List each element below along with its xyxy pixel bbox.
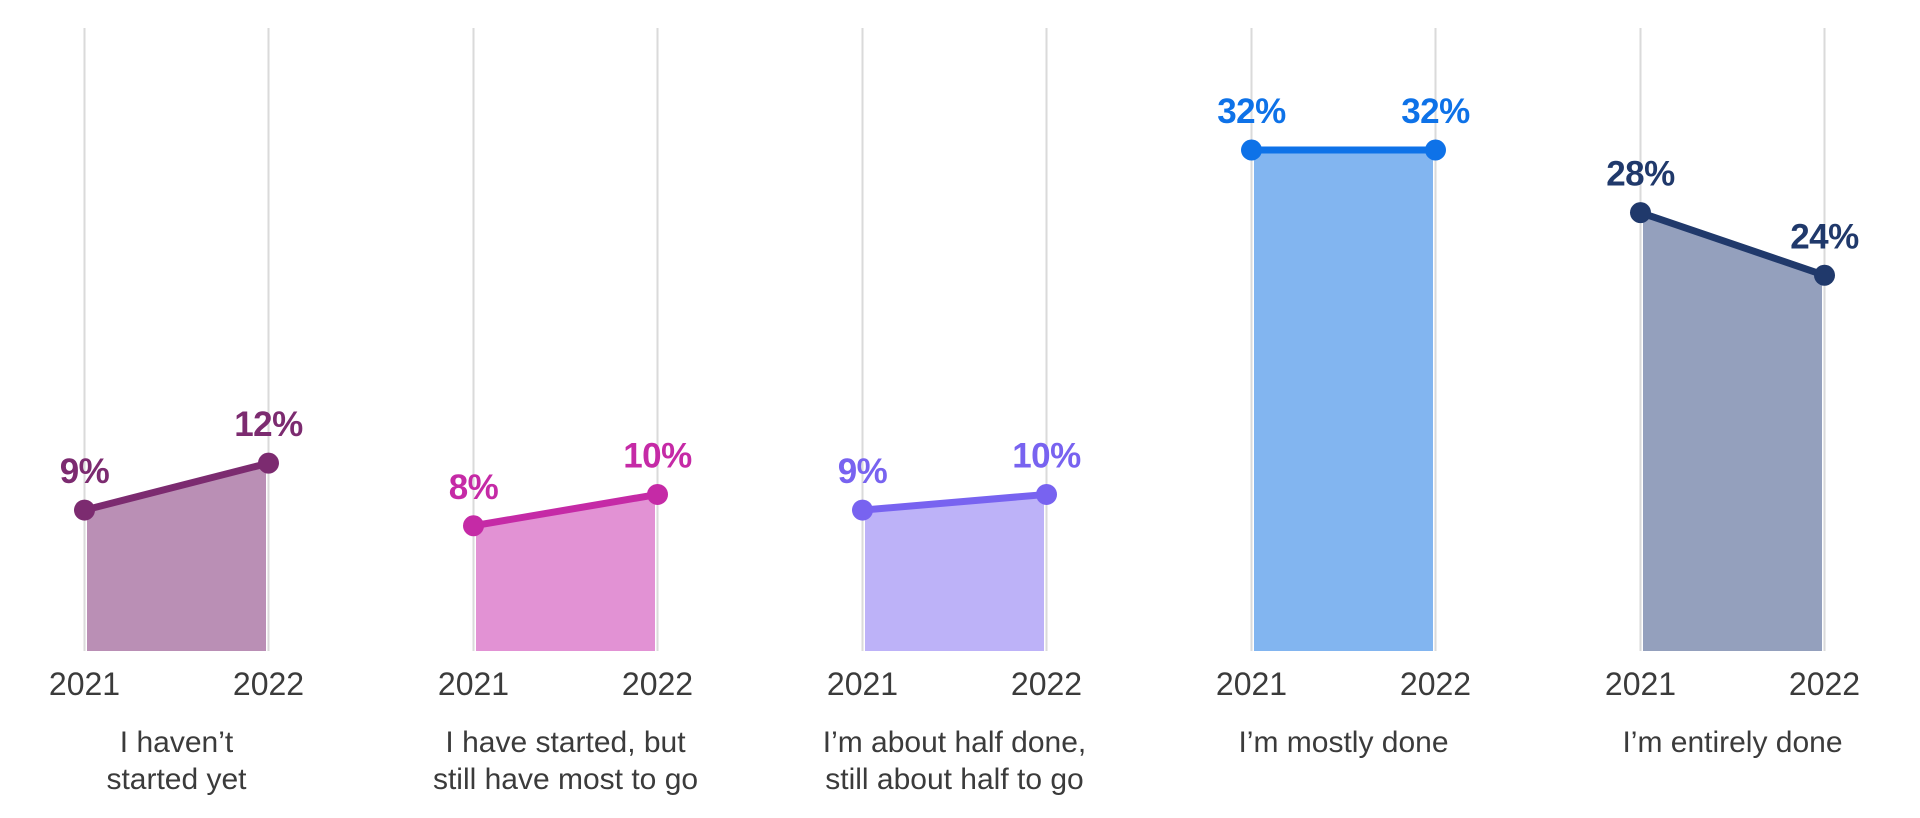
chart-group-1: 9% 12% 2021 2022 I haven’t started yet [0,0,371,818]
data-point-2021 [462,515,484,537]
data-point-2021 [851,499,873,521]
value-label-2022: 10% [623,436,692,475]
trend-line [861,490,1047,514]
data-point-2022 [646,483,668,505]
data-point-2022 [1813,264,1835,286]
year-label-2022: 2022 [621,666,692,702]
value-label-2021: 9% [59,452,109,491]
data-point-2022 [1035,483,1057,505]
value-label-2021: 32% [1217,92,1286,131]
data-point-2021 [1240,139,1262,161]
value-label-2021: 8% [448,468,498,507]
data-point-2021 [73,499,95,521]
data-point-2022 [257,452,279,474]
area-fill [1642,212,1822,651]
area-fill [1253,150,1433,651]
value-label-2022: 10% [1012,436,1081,475]
year-label-2021: 2021 [826,666,897,702]
chart-svg: 32% 32% 2021 2022 I’m mostly done [1215,28,1471,759]
year-label-2021: 2021 [1215,666,1286,702]
chart-group-5: 28% 24% 2021 2022 I’m entirely done [1538,0,1920,818]
year-label-2022: 2022 [1399,666,1470,702]
year-label-2022: 2022 [232,666,303,702]
area-fill [475,494,655,651]
category-label-line1: I’m mostly done [1238,726,1448,759]
chart-group-3: 9% 10% 2021 2022 I’m about half done, still a… [760,0,1149,818]
category-label-line2: started yet [106,763,247,796]
year-label-2021: 2021 [437,666,508,702]
category-label-line1: I’m entirely done [1622,726,1842,759]
trend-line [1638,209,1826,279]
year-label-2022: 2022 [1010,666,1081,702]
chart-svg: 8% 10% 2021 2022 I have started, but still ha… [432,28,698,796]
year-label-2021: 2021 [1604,666,1675,702]
value-label-2021: 28% [1606,155,1675,194]
trend-line [472,490,658,530]
chart-group-4: 32% 32% 2021 2022 I’m mostly done [1149,0,1538,818]
chart-svg: 9% 10% 2021 2022 I’m about half done, still a… [822,28,1086,796]
year-label-2022: 2022 [1788,666,1859,702]
chart-svg: 9% 12% 2021 2022 I haven’t started yet [48,28,304,796]
chart-group-2: 8% 10% 2021 2022 I have started, but still ha… [371,0,760,818]
trend-line [83,459,269,514]
category-label-line2: still about half to go [825,763,1084,796]
chart-svg: 28% 24% 2021 2022 I’m entirely done [1604,28,1860,759]
value-label-2021: 9% [837,452,887,491]
data-point-2021 [1629,202,1651,224]
value-label-2022: 32% [1401,92,1470,131]
value-label-2022: 12% [234,405,303,444]
category-label-line2: still have most to go [432,763,697,796]
category-label-line1: I haven’t [119,726,233,759]
area-fill [864,494,1044,651]
category-label-line1: I’m about half done, [822,726,1086,759]
year-label-2021: 2021 [48,666,119,702]
data-point-2022 [1424,139,1446,161]
area-fill [86,463,266,651]
category-label-line1: I have started, but [445,726,686,759]
value-label-2022: 24% [1790,217,1859,256]
